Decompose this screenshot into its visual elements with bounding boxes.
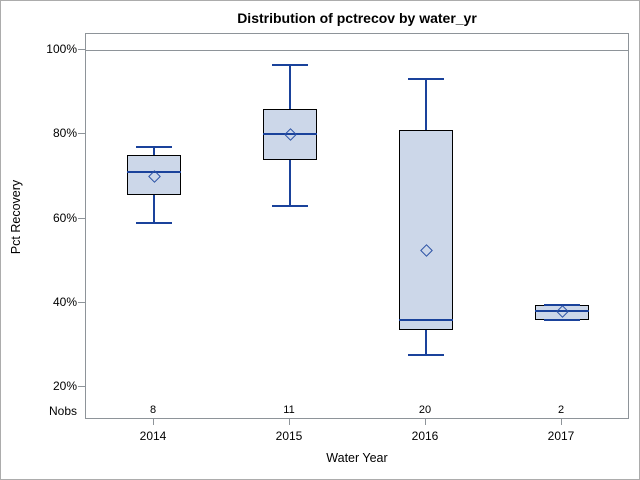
whisker-top-2016 xyxy=(425,79,427,131)
refline-100pct xyxy=(86,49,628,51)
whisker-cap-max-2015 xyxy=(272,63,308,66)
x-tick-mark xyxy=(288,419,290,425)
whisker-cap-min-2014 xyxy=(136,221,172,224)
x-tick-label-2014: 2014 xyxy=(139,429,167,443)
box-2016 xyxy=(399,130,453,331)
whisker-cap-min-2017 xyxy=(544,318,580,321)
whisker-cap-min-2015 xyxy=(272,204,308,207)
y-tick-label: 80% xyxy=(52,126,77,141)
y-tick-label: 20% xyxy=(52,379,77,393)
nobs-value-2016: 20 xyxy=(418,404,432,416)
y-tick-mark xyxy=(78,217,85,219)
x-tick-label-2016: 2016 xyxy=(411,429,439,443)
whisker-top-2014 xyxy=(153,146,155,156)
nobs-row-label: Nobs xyxy=(48,404,77,418)
whisker-cap-max-2017 xyxy=(544,303,580,306)
plot-area xyxy=(85,33,629,419)
whisker-cap-max-2016 xyxy=(408,78,444,81)
y-tick-mark xyxy=(78,49,85,50)
x-tick-label-2017: 2017 xyxy=(547,429,575,443)
y-tick-label: 60% xyxy=(52,210,77,225)
whisker-top-2015 xyxy=(289,64,291,109)
median-line-2014 xyxy=(127,171,181,174)
x-tick-mark xyxy=(560,419,562,425)
x-tick-label-2015: 2015 xyxy=(275,429,303,443)
median-line-2016 xyxy=(399,318,453,321)
y-tick-label: 40% xyxy=(52,294,77,309)
whisker-cap-max-2014 xyxy=(136,145,172,148)
median-line-2017 xyxy=(535,310,589,313)
nobs-value-2014: 8 xyxy=(149,404,157,416)
whisker-bottom-2014 xyxy=(153,195,155,223)
whisker-bottom-2015 xyxy=(289,159,291,206)
chart-title: Distribution of pctrecov by water_yr xyxy=(237,10,477,26)
y-axis-title: Pct Recovery xyxy=(9,179,23,255)
whisker-bottom-2016 xyxy=(425,330,427,356)
y-tick-mark xyxy=(78,386,85,387)
y-tick-mark xyxy=(78,133,85,135)
x-tick-mark xyxy=(424,419,426,425)
whisker-cap-min-2016 xyxy=(408,354,444,357)
x-tick-mark xyxy=(152,419,154,425)
nobs-value-2015: 11 xyxy=(283,404,295,416)
x-axis-title: Water Year xyxy=(326,451,388,465)
box-2014 xyxy=(127,155,181,196)
y-tick-label: 100% xyxy=(46,42,77,56)
y-tick-mark xyxy=(78,301,85,303)
nobs-value-2017: 2 xyxy=(557,404,565,416)
median-line-2015 xyxy=(263,133,317,136)
